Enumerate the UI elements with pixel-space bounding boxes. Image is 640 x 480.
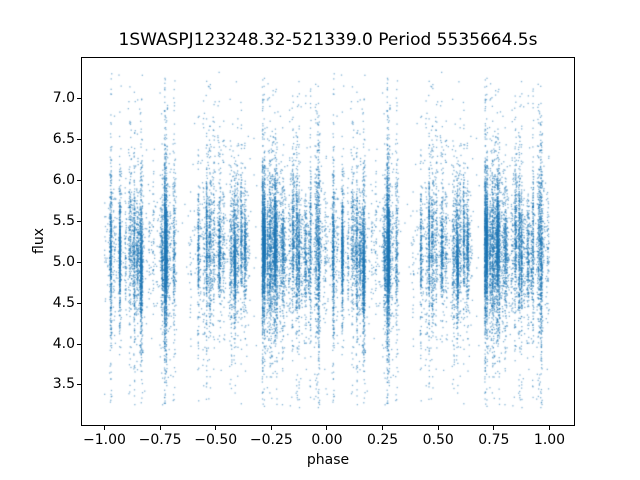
- y-tick-label: 5.0: [52, 253, 75, 270]
- x-tick: [493, 426, 495, 430]
- y-tick-label: 4.0: [52, 335, 75, 352]
- y-tick-label: 7.0: [52, 90, 75, 107]
- x-tick-label: 0.25: [367, 432, 399, 448]
- x-tick: [215, 426, 217, 430]
- x-tick: [437, 426, 439, 430]
- y-tick: [77, 384, 81, 386]
- y-tick-label: 6.0: [52, 172, 75, 189]
- x-tick-label: −0.75: [138, 432, 182, 448]
- scatter-points-canvas: [82, 58, 574, 425]
- y-tick: [77, 302, 81, 304]
- x-tick-label: 0.00: [311, 432, 343, 448]
- y-tick-label: 4.5: [52, 294, 75, 311]
- y-axis-label: flux: [31, 228, 47, 254]
- y-tick: [77, 343, 81, 345]
- y-tick: [77, 98, 81, 100]
- y-tick: [77, 220, 81, 222]
- y-tick: [77, 261, 81, 263]
- y-tick-label: 6.5: [52, 131, 75, 148]
- x-tick: [103, 426, 105, 430]
- x-tick: [159, 426, 161, 430]
- x-tick: [382, 426, 384, 430]
- y-tick-label: 5.5: [52, 212, 75, 229]
- x-tick: [549, 426, 551, 430]
- chart-title: 1SWASPJ123248.32-521339.0 Period 5535664…: [118, 30, 538, 50]
- plot-area: [81, 57, 575, 426]
- y-tick: [77, 139, 81, 141]
- x-tick: [270, 426, 272, 430]
- x-tick-label: −1.00: [83, 432, 126, 448]
- x-tick-label: 1.00: [533, 432, 566, 448]
- x-tick-label: −0.25: [249, 432, 293, 448]
- x-tick-label: 0.50: [422, 432, 454, 448]
- x-tick-label: 0.75: [478, 432, 510, 448]
- x-tick: [326, 426, 328, 430]
- x-axis-label: phase: [306, 452, 350, 468]
- y-tick: [77, 180, 81, 182]
- y-tick-label: 3.5: [52, 376, 75, 393]
- x-tick-label: −0.50: [194, 432, 238, 448]
